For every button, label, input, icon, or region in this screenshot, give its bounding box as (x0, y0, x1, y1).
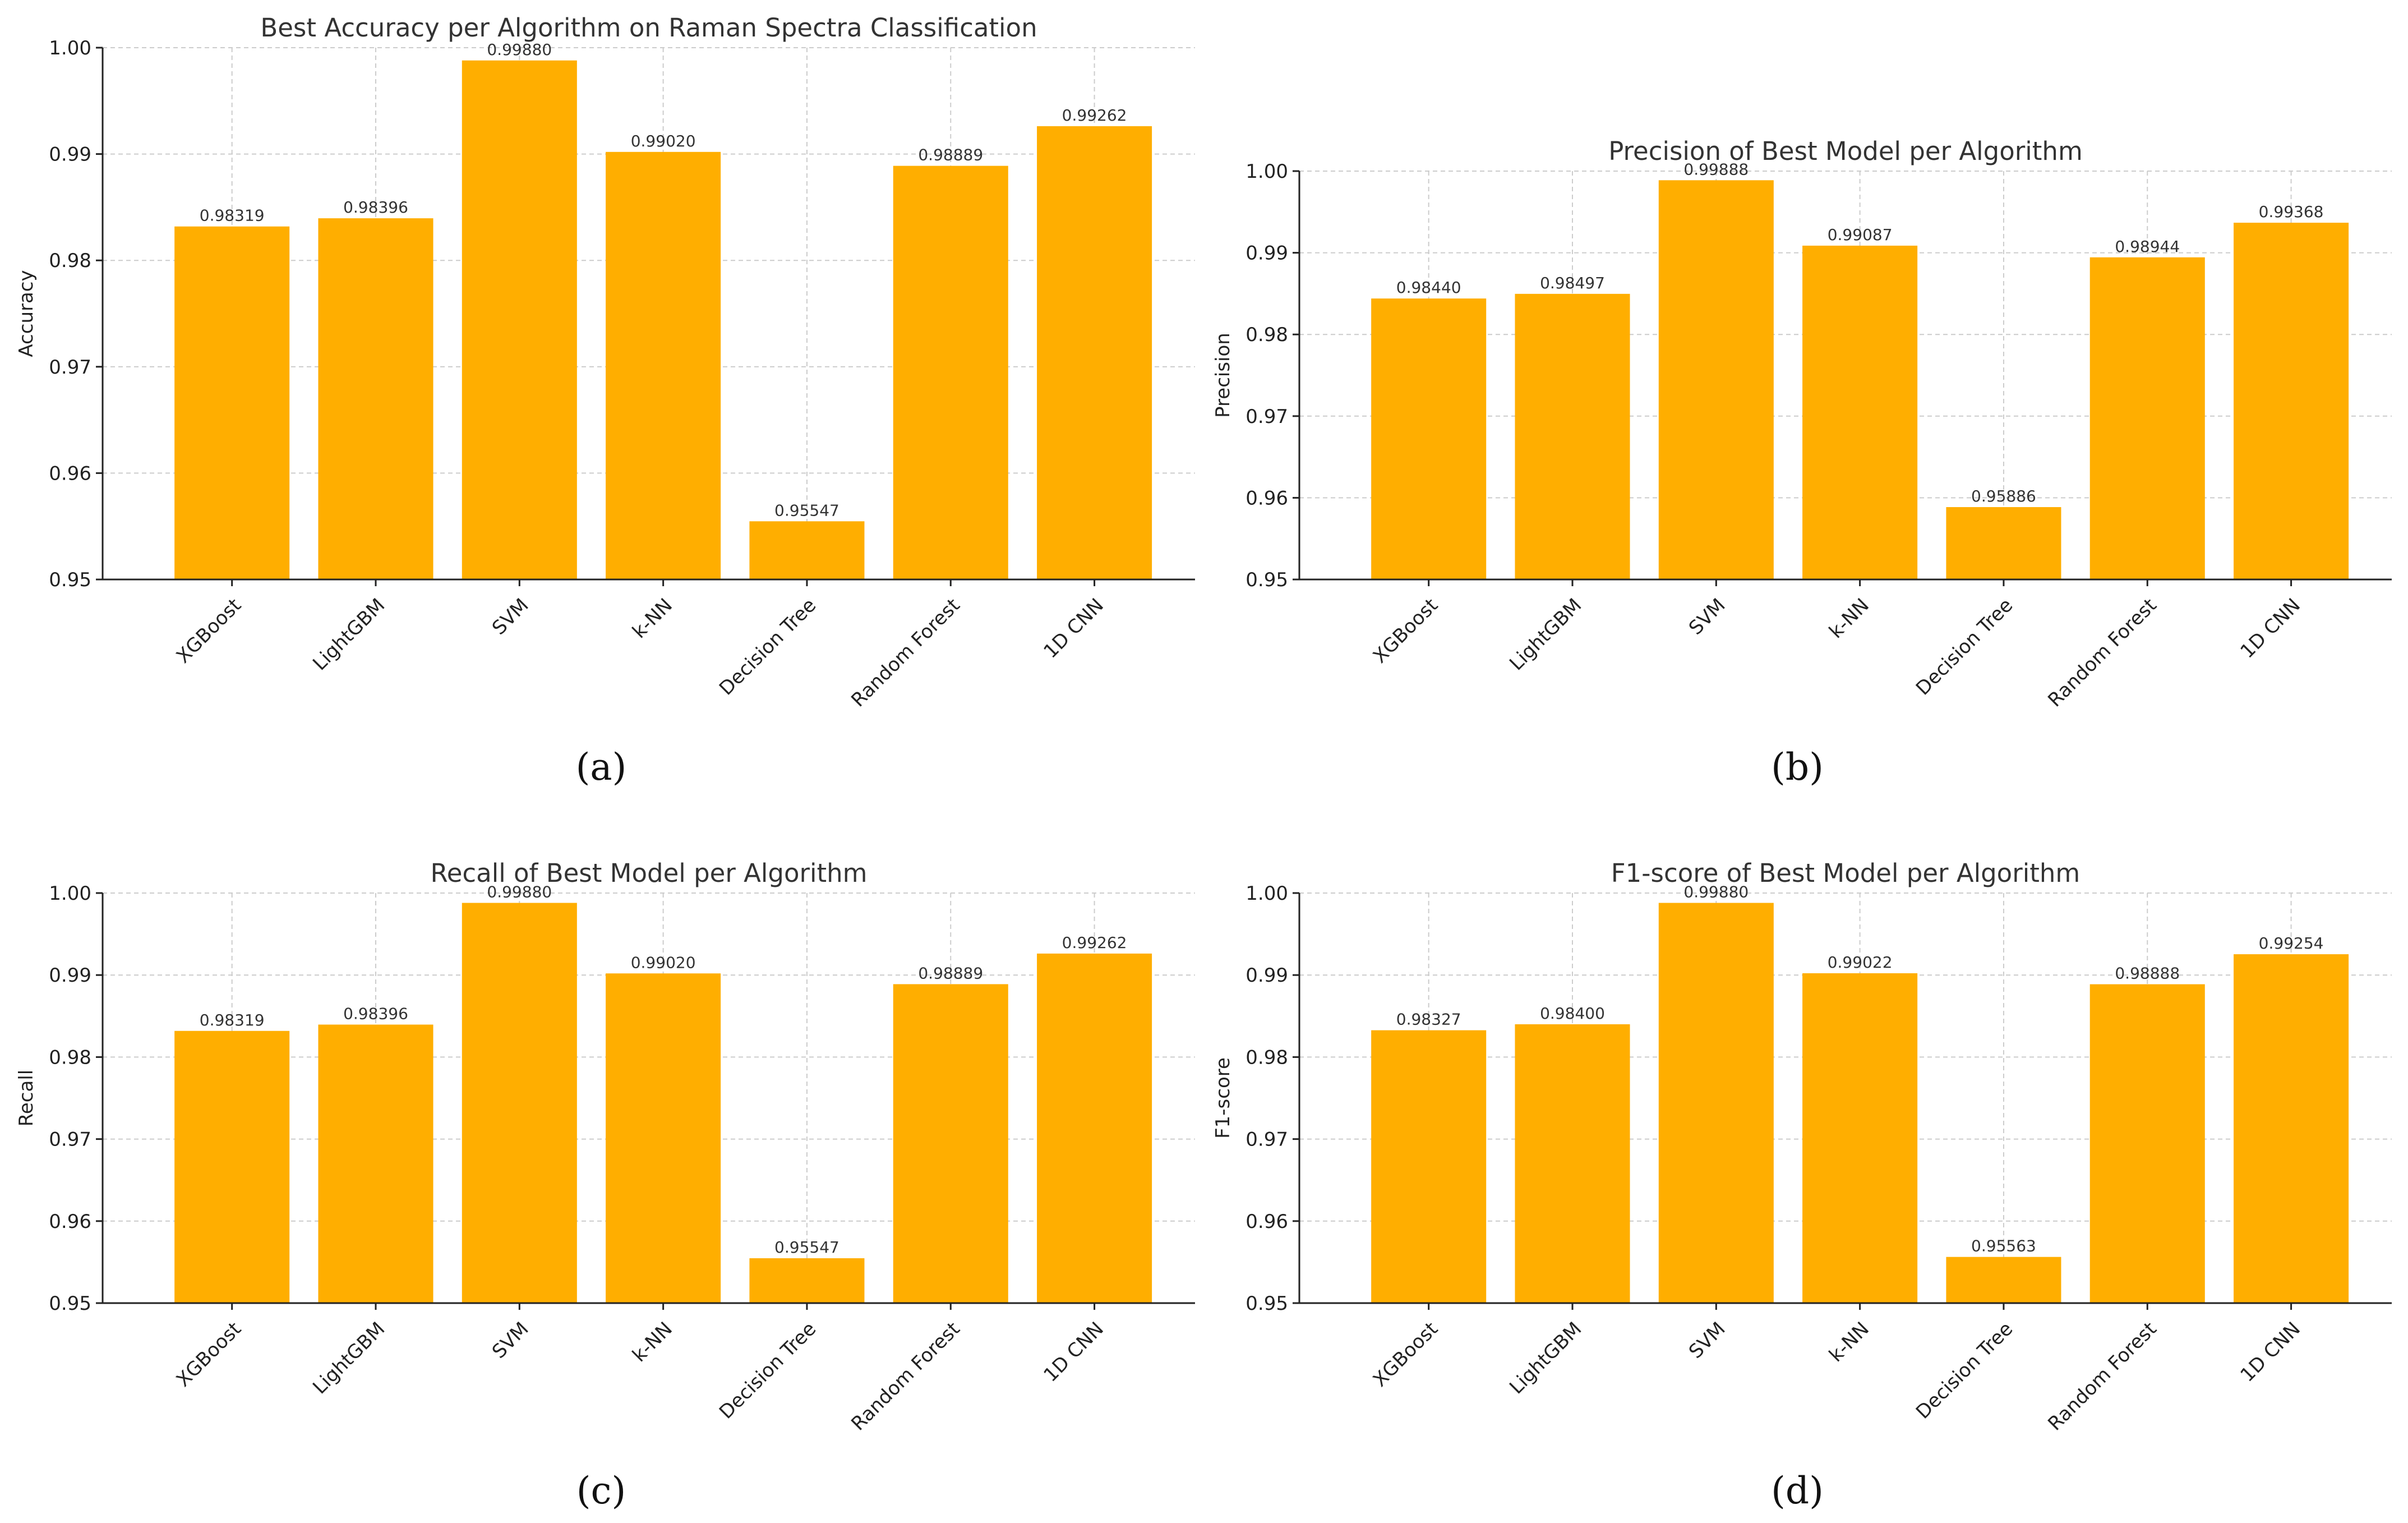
bar-random-forest (893, 165, 1008, 579)
y-tick-label: 1.00 (49, 882, 91, 905)
bar-1d-cnn (1037, 126, 1152, 579)
bar-1d-cnn (2234, 223, 2349, 580)
y-tick-label: 0.99 (1245, 242, 1288, 265)
bar-k-nn (606, 973, 721, 1303)
bar-value-label: 0.98888 (2115, 964, 2180, 983)
bar-value-label: 0.95547 (774, 1238, 839, 1257)
y-axis-label: F1-score (1212, 1057, 1234, 1139)
bar-value-label: 0.98400 (1540, 1004, 1605, 1023)
bar-value-label: 0.98327 (1396, 1010, 1461, 1029)
bar-decision-tree (1946, 507, 2061, 579)
bar-value-label: 0.98319 (200, 206, 265, 225)
bar-value-label: 0.99262 (1062, 106, 1127, 125)
y-tick-label: 0.98 (1245, 324, 1288, 346)
bar-lightgbm (1515, 293, 1630, 579)
bar-value-label: 0.95547 (774, 501, 839, 519)
y-tick-label: 0.96 (1245, 487, 1288, 509)
y-tick-label: 0.98 (49, 1046, 91, 1069)
bar-xgboost (1371, 1030, 1487, 1303)
panel-label: (b) (1771, 746, 1824, 789)
y-tick-label: 0.96 (49, 462, 91, 485)
bar-xgboost (174, 226, 290, 579)
y-tick-label: 0.95 (1245, 1292, 1288, 1315)
y-tick-label: 0.97 (1245, 1129, 1288, 1151)
bar-random-forest (2089, 984, 2205, 1303)
y-axis-label: Accuracy (15, 270, 38, 357)
chart-title: Best Accuracy per Algorithm on Raman Spe… (260, 13, 1037, 43)
bar-value-label: 0.98889 (918, 964, 983, 982)
bar-value-label: 0.98396 (343, 1005, 408, 1023)
y-tick-label: 0.99 (1245, 964, 1288, 987)
bar-1d-cnn (2234, 954, 2349, 1303)
y-tick-label: 1.00 (1245, 160, 1288, 183)
bar-value-label: 0.99880 (487, 883, 552, 901)
bar-xgboost (174, 1030, 290, 1303)
bar-value-label: 0.99262 (1062, 933, 1127, 952)
bar-lightgbm (318, 1024, 433, 1303)
y-tick-label: 0.99 (49, 964, 91, 987)
bar-value-label: 0.99888 (1683, 160, 1749, 178)
chart-accuracy: 0.98319 0.98396 0.99880 0.99020 0.95547 0.988… (15, 13, 1195, 789)
bar-value-label: 0.99254 (2259, 934, 2324, 953)
y-tick-label: 0.95 (49, 569, 91, 591)
bar-value-label: 0.99022 (1828, 953, 1893, 972)
y-tick-label: 1.00 (1245, 882, 1288, 905)
bar-xgboost (1371, 298, 1487, 579)
bar-value-label: 0.98944 (2115, 237, 2180, 256)
panel-label: (d) (1771, 1469, 1824, 1512)
bar-value-label: 0.98319 (200, 1011, 265, 1029)
bar-value-label: 0.98497 (1540, 274, 1605, 292)
bar-1d-cnn (1037, 953, 1152, 1303)
bar-value-label: 0.99020 (631, 132, 696, 150)
bar-value-label: 0.99087 (1828, 226, 1893, 244)
bar-k-nn (1802, 245, 1918, 579)
y-tick-label: 0.97 (1245, 406, 1288, 428)
y-tick-label: 0.99 (49, 144, 91, 166)
bar-value-label: 0.99368 (2259, 203, 2324, 221)
bar-svm (1658, 180, 1774, 579)
bar-svm (462, 903, 577, 1303)
bar-value-label: 0.99880 (487, 40, 552, 59)
chart-title: Precision of Best Model per Algorithm (1608, 136, 2083, 166)
chart-precision: 0.98440 0.98497 0.99888 0.99087 0.95886 0.989… (1212, 136, 2392, 789)
bar-value-label: 0.98396 (343, 198, 408, 217)
y-tick-label: 0.98 (1245, 1046, 1288, 1069)
y-tick-label: 0.98 (49, 250, 91, 272)
bar-svm (1658, 903, 1774, 1303)
chart-title: F1-score of Best Model per Algorithm (1611, 858, 2080, 888)
chart-title: Recall of Best Model per Algorithm (430, 858, 867, 888)
panel-label: (c) (576, 1469, 626, 1512)
y-tick-label: 0.95 (1245, 569, 1288, 591)
bar-value-label: 0.95563 (1971, 1237, 2036, 1255)
y-tick-label: 0.96 (49, 1211, 91, 1233)
y-axis-label: Recall (15, 1070, 38, 1126)
bar-decision-tree (749, 1258, 865, 1303)
bar-value-label: 0.98889 (918, 146, 983, 164)
bar-decision-tree (1946, 1257, 2061, 1303)
bar-k-nn (1802, 973, 1918, 1303)
bar-svm (462, 60, 577, 579)
bar-value-label: 0.95886 (1971, 487, 2036, 505)
y-tick-label: 0.97 (49, 356, 91, 379)
y-tick-label: 0.96 (1245, 1211, 1288, 1233)
panel-label: (a) (576, 746, 627, 789)
bar-value-label: 0.99880 (1683, 883, 1749, 901)
bar-random-forest (893, 984, 1008, 1303)
bar-k-nn (606, 151, 721, 580)
bar-lightgbm (318, 218, 433, 579)
bar-decision-tree (749, 521, 865, 579)
bar-value-label: 0.99020 (631, 953, 696, 972)
y-tick-label: 0.97 (49, 1129, 91, 1151)
y-tick-label: 0.95 (49, 1292, 91, 1315)
bar-lightgbm (1515, 1024, 1630, 1303)
y-tick-label: 1.00 (49, 37, 91, 59)
bar-random-forest (2089, 257, 2205, 579)
y-axis-label: Precision (1212, 333, 1234, 418)
bar-value-label: 0.98440 (1396, 278, 1461, 297)
